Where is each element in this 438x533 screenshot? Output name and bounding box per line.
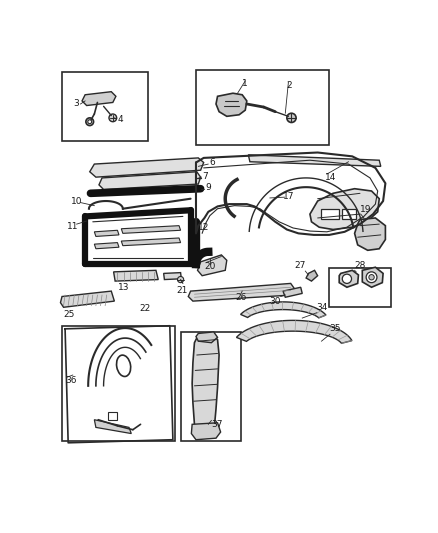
Bar [321, 209, 339, 220]
Polygon shape [310, 189, 379, 230]
Text: 19: 19 [360, 205, 371, 214]
Text: 1: 1 [242, 79, 248, 88]
Text: 6: 6 [210, 158, 215, 167]
Bar [62, 326, 175, 441]
Polygon shape [237, 320, 352, 343]
Circle shape [369, 274, 374, 280]
Text: 17: 17 [283, 192, 294, 201]
Text: 21: 21 [176, 286, 187, 295]
Bar [329, 268, 391, 306]
Polygon shape [306, 270, 318, 281]
Text: 34: 34 [316, 303, 328, 312]
Polygon shape [121, 225, 180, 233]
Polygon shape [60, 291, 114, 308]
Circle shape [366, 272, 377, 282]
Text: 10: 10 [71, 197, 83, 206]
Text: 4: 4 [117, 115, 123, 124]
Bar [181, 332, 240, 441]
Text: 11: 11 [67, 222, 79, 231]
Text: 35: 35 [329, 325, 341, 334]
Text: 2: 2 [287, 81, 293, 90]
Circle shape [342, 274, 352, 284]
Polygon shape [191, 423, 221, 440]
Text: 36: 36 [65, 376, 77, 385]
Polygon shape [82, 92, 116, 106]
Circle shape [109, 114, 117, 122]
Polygon shape [99, 172, 201, 189]
Text: 27: 27 [295, 261, 306, 270]
Bar [108, 412, 117, 419]
Text: 37: 37 [212, 419, 223, 429]
Ellipse shape [117, 355, 131, 376]
Circle shape [177, 277, 184, 282]
Polygon shape [121, 238, 180, 246]
Bar [342, 209, 356, 220]
Circle shape [287, 113, 296, 123]
Circle shape [86, 118, 94, 126]
Bar [196, 70, 329, 145]
Polygon shape [113, 270, 158, 281]
Polygon shape [192, 334, 219, 438]
Polygon shape [196, 332, 218, 343]
Polygon shape [362, 267, 383, 287]
Polygon shape [216, 93, 247, 116]
Text: 30: 30 [269, 296, 281, 305]
Text: 9: 9 [205, 183, 211, 192]
Bar [62, 71, 148, 141]
Polygon shape [198, 255, 227, 276]
Text: 25: 25 [64, 310, 75, 319]
Polygon shape [94, 419, 131, 433]
Polygon shape [90, 158, 204, 177]
Polygon shape [94, 230, 119, 237]
Text: 3: 3 [73, 100, 79, 109]
Text: 20: 20 [204, 262, 215, 271]
Polygon shape [355, 218, 385, 251]
Polygon shape [248, 155, 381, 166]
Polygon shape [339, 270, 358, 287]
Polygon shape [188, 284, 294, 301]
Polygon shape [94, 243, 119, 249]
Polygon shape [240, 302, 326, 318]
Circle shape [88, 120, 92, 124]
Text: 28: 28 [355, 261, 366, 270]
Text: 7: 7 [202, 172, 208, 181]
Polygon shape [283, 287, 302, 297]
Text: 13: 13 [118, 284, 129, 293]
Text: 14: 14 [325, 173, 337, 182]
Text: 26: 26 [235, 294, 246, 302]
Polygon shape [164, 273, 181, 280]
Text: 12: 12 [198, 223, 209, 231]
Text: 22: 22 [139, 304, 150, 313]
